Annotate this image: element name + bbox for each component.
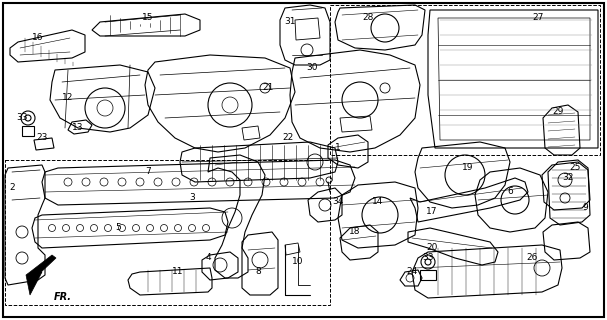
Text: 31: 31 — [284, 18, 296, 27]
Text: 8: 8 — [255, 268, 261, 276]
Text: 21: 21 — [262, 84, 274, 92]
Text: 24: 24 — [406, 268, 418, 276]
Text: 32: 32 — [562, 173, 574, 182]
Text: 13: 13 — [72, 124, 84, 132]
Text: 16: 16 — [32, 34, 44, 43]
Text: 23: 23 — [36, 133, 48, 142]
Text: 27: 27 — [532, 13, 544, 22]
Text: 26: 26 — [526, 253, 538, 262]
Polygon shape — [26, 255, 56, 295]
Text: 14: 14 — [372, 197, 384, 206]
Text: 17: 17 — [426, 207, 438, 217]
Text: 1: 1 — [335, 143, 341, 153]
Text: 25: 25 — [569, 164, 581, 172]
Text: 19: 19 — [463, 164, 473, 172]
Text: 15: 15 — [142, 13, 154, 22]
Text: 6: 6 — [507, 188, 513, 196]
Text: 3: 3 — [189, 194, 195, 203]
Text: 9: 9 — [582, 204, 588, 212]
Text: 20: 20 — [426, 244, 438, 252]
Text: 30: 30 — [307, 63, 317, 73]
Text: 34: 34 — [332, 197, 344, 206]
Text: 4: 4 — [205, 253, 211, 262]
Text: 29: 29 — [552, 108, 564, 116]
Text: 18: 18 — [349, 228, 361, 236]
Text: 22: 22 — [282, 133, 294, 142]
Text: 28: 28 — [362, 13, 374, 22]
Text: 11: 11 — [172, 268, 184, 276]
Text: 12: 12 — [63, 93, 73, 102]
Text: 2: 2 — [9, 183, 15, 193]
Text: 33: 33 — [422, 253, 434, 262]
Text: 7: 7 — [145, 167, 151, 177]
Text: 10: 10 — [292, 258, 304, 267]
Text: FR.: FR. — [54, 292, 72, 302]
Text: 33: 33 — [16, 114, 28, 123]
Text: 5: 5 — [115, 223, 121, 233]
